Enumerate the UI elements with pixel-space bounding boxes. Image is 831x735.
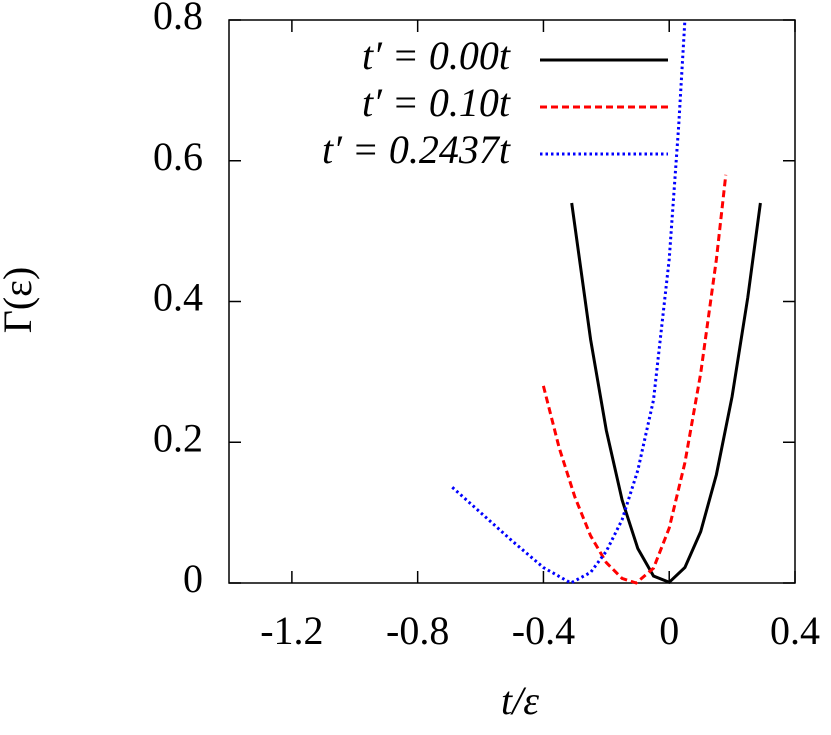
y-axis-label: Γ(ε) bbox=[0, 267, 40, 334]
series-line bbox=[570, 202, 762, 585]
legend-label: t′ = 0.10t bbox=[362, 80, 511, 125]
x-axis-label: t/ε bbox=[501, 678, 539, 723]
legend-label: t′ = 0.2437t bbox=[322, 127, 511, 172]
x-tick-label: -0.8 bbox=[386, 608, 449, 653]
series-line bbox=[451, 19, 687, 585]
y-tick-label: 0.6 bbox=[153, 134, 203, 179]
x-tick-label: 0.4 bbox=[770, 608, 820, 653]
x-tick-label: -0.4 bbox=[512, 608, 575, 653]
y-tick-label: 0 bbox=[183, 556, 203, 601]
y-tick-label: 0.8 bbox=[153, 0, 203, 38]
x-tick-label: 0 bbox=[659, 608, 679, 653]
legend-label: t′ = 0.00t bbox=[362, 33, 511, 78]
x-tick-label: -1.2 bbox=[260, 608, 323, 653]
y-tick-label: 0.2 bbox=[153, 415, 203, 460]
y-tick-label: 0.4 bbox=[153, 275, 203, 320]
series-line bbox=[541, 174, 728, 585]
